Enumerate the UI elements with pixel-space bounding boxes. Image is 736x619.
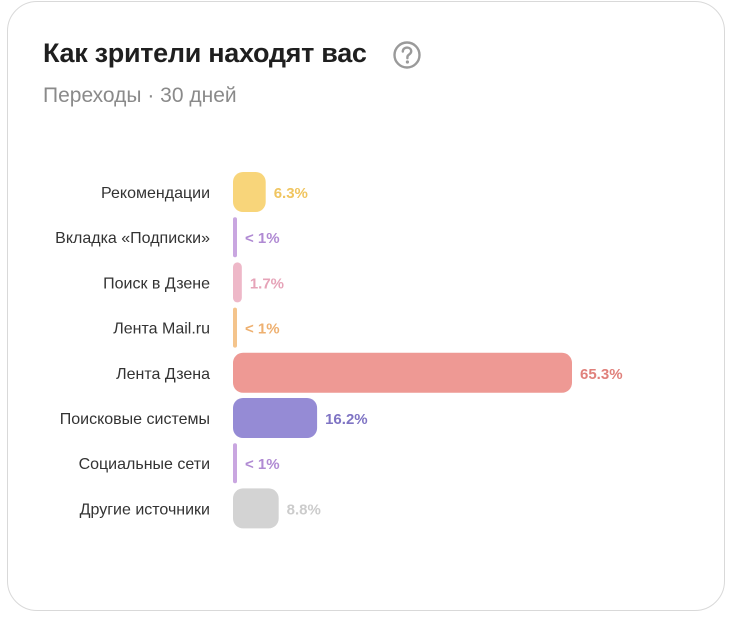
bar[interactable] <box>233 398 318 438</box>
value-label: 1.7% <box>250 275 284 292</box>
value-label: < 1% <box>245 230 280 247</box>
bar[interactable] <box>233 352 572 393</box>
value-label: 16.2% <box>325 411 368 428</box>
bar[interactable] <box>233 488 279 529</box>
bar[interactable] <box>233 307 237 348</box>
card-title: Как зрители находят вас <box>43 38 367 68</box>
value-label: 8.8% <box>287 501 321 518</box>
category-label: Поисковые системы <box>60 411 210 428</box>
bar[interactable] <box>233 443 237 484</box>
traffic-sources-card <box>7 1 725 611</box>
category-label: Лента Дзена <box>116 366 210 383</box>
bar[interactable] <box>233 217 237 258</box>
value-label: < 1% <box>245 321 280 338</box>
bar[interactable] <box>233 172 266 212</box>
category-label: Лента Mail.ru <box>113 321 210 338</box>
value-label: 6.3% <box>274 185 308 202</box>
card-subtitle: Переходы · 30 дней <box>43 84 237 107</box>
category-label: Другие источники <box>80 501 210 518</box>
bar[interactable] <box>233 262 242 303</box>
value-label: < 1% <box>245 456 280 473</box>
category-label: Поиск в Дзене <box>103 275 210 292</box>
question-circle-icon[interactable] <box>392 40 422 70</box>
category-label: Вкладка «Подписки» <box>55 230 210 247</box>
category-label: Рекомендации <box>101 185 210 202</box>
value-label: 65.3% <box>580 366 623 383</box>
category-label: Социальные сети <box>79 456 210 473</box>
